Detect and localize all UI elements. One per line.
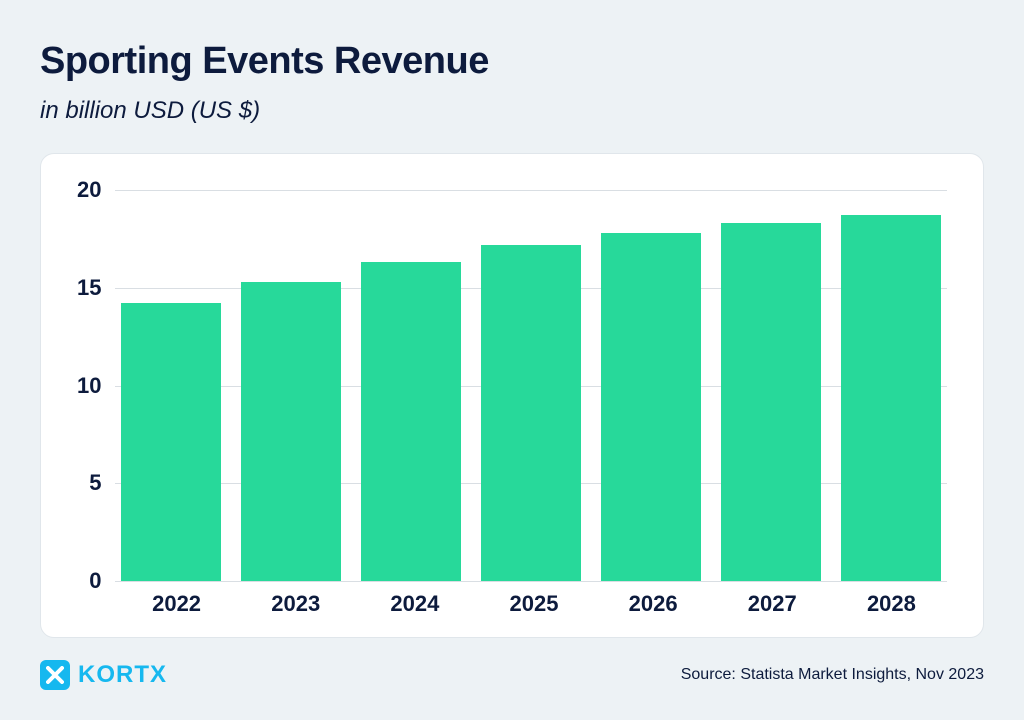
bar-slot [721, 190, 821, 581]
plot-row: 20 15 10 5 0 [77, 190, 947, 581]
bar-slot [841, 190, 941, 581]
x-label: 2022 [127, 591, 226, 617]
y-axis: 20 15 10 5 0 [77, 190, 115, 581]
bar [481, 245, 581, 581]
source-text: Source: Statista Market Insights, Nov 20… [681, 666, 984, 684]
bar-slot [601, 190, 701, 581]
x-label: 2026 [604, 591, 703, 617]
chart-area: 20 15 10 5 0 202220232024202520262027202… [77, 190, 947, 617]
chart-subtitle: in billion USD (US $) [40, 97, 984, 125]
bar [361, 262, 461, 581]
x-label: 2028 [842, 591, 941, 617]
x-axis: 2022 2023 2024 2025 2026 2027 2028 [121, 581, 947, 617]
brand-name: KORTX [78, 661, 167, 689]
bar-slot [241, 190, 341, 581]
bar-slot [121, 190, 221, 581]
bar [721, 223, 821, 581]
plot [115, 190, 947, 581]
bar-slot [481, 190, 581, 581]
bar [841, 215, 941, 581]
bars-container [115, 190, 947, 581]
x-label: 2027 [723, 591, 822, 617]
bar [601, 233, 701, 581]
bar-slot [361, 190, 461, 581]
brand-logo-icon [40, 660, 70, 690]
grid-line [115, 581, 947, 582]
x-label: 2024 [365, 591, 464, 617]
bar [121, 303, 221, 581]
bar [241, 282, 341, 581]
x-label: 2023 [246, 591, 345, 617]
chart-title: Sporting Events Revenue [40, 40, 984, 83]
chart-card: 20 15 10 5 0 202220232024202520262027202… [40, 153, 984, 638]
footer: KORTX Source: Statista Market Insights, … [40, 660, 984, 690]
x-label: 2025 [484, 591, 583, 617]
brand-logo: KORTX [40, 660, 167, 690]
